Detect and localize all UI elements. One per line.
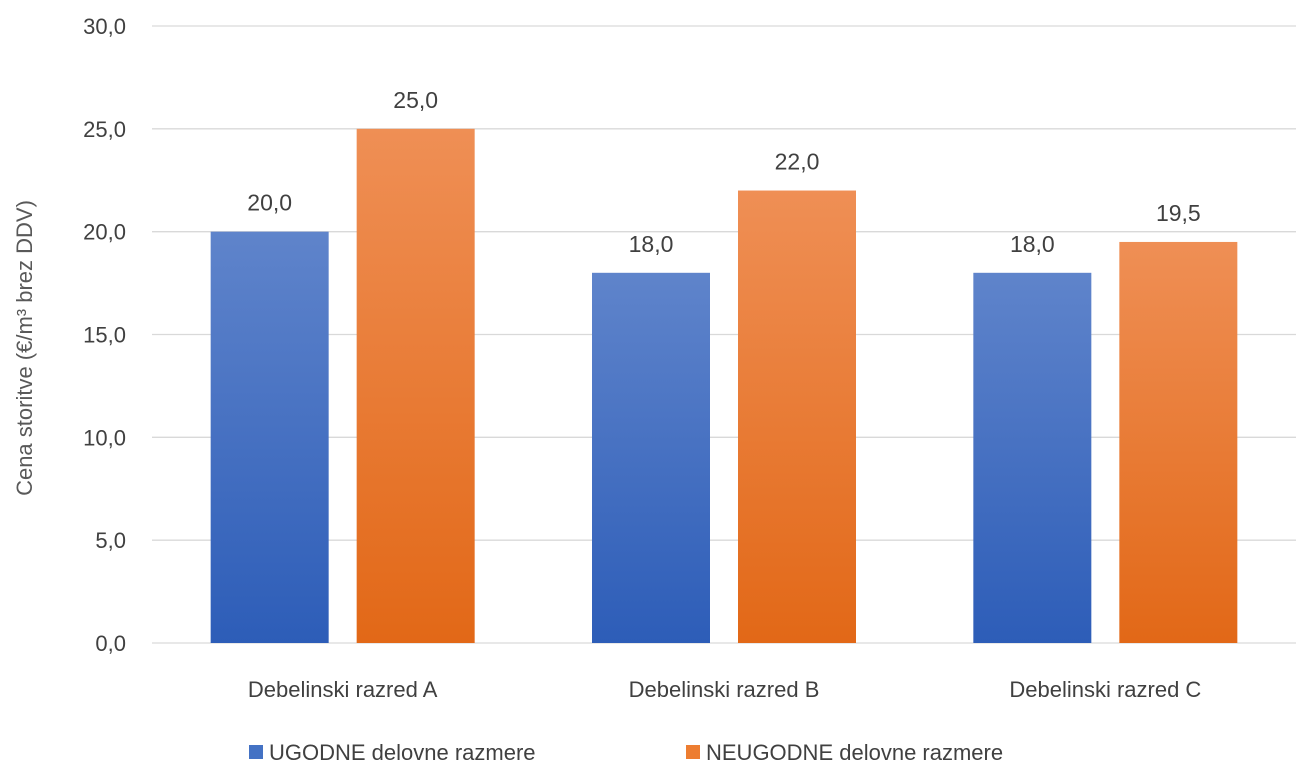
x-axis-categories: Debelinski razred A Debelinski razred B De… <box>248 677 1202 702</box>
legend: UGODNE delovne razmere NEUGODNE delovne r… <box>249 740 1003 765</box>
bar-neugodne-1 <box>738 190 856 644</box>
bar-ugodne-2 <box>973 272 1092 643</box>
data-label: 25,0 <box>393 87 438 113</box>
bar-ugodne-1 <box>592 272 710 643</box>
y-tick-label: 20,0 <box>83 220 126 245</box>
data-label: 22,0 <box>775 149 820 175</box>
legend-label: UGODNE delovne razmere <box>269 740 536 765</box>
bar-neugodne-2 <box>1119 241 1238 643</box>
data-label: 19,5 <box>1156 200 1201 226</box>
data-label: 20,0 <box>247 190 292 216</box>
category-label: Debelinski razred C <box>1009 677 1201 702</box>
y-tick-label: 0,0 <box>95 631 126 656</box>
y-tick-label: 30,0 <box>83 14 126 39</box>
category-label: Debelinski razred A <box>248 677 438 702</box>
category-label: Debelinski razred B <box>629 677 820 702</box>
y-tick-label: 15,0 <box>83 323 126 348</box>
y-tick-label: 25,0 <box>83 117 126 142</box>
data-labels: 20,0 25,0 18,0 22,0 18,0 19,5 <box>247 87 1200 257</box>
y-tick-label: 5,0 <box>95 528 126 553</box>
legend-swatch <box>249 745 263 759</box>
bar-ugodne-0 <box>210 231 329 643</box>
y-tick-label: 10,0 <box>83 425 126 450</box>
legend-swatch <box>686 745 700 759</box>
y-axis-title: Cena storitve (€/m³ brez DDV) <box>12 200 37 496</box>
bars <box>210 128 1238 644</box>
y-axis-ticks: 0,0 5,0 10,0 15,0 20,0 25,0 30,0 <box>83 14 126 656</box>
bar-neugodne-0 <box>356 128 475 644</box>
legend-label: NEUGODNE delovne razmere <box>706 740 1003 765</box>
gridlines <box>152 25 1296 644</box>
data-label: 18,0 <box>1010 231 1055 257</box>
data-label: 18,0 <box>629 231 674 257</box>
